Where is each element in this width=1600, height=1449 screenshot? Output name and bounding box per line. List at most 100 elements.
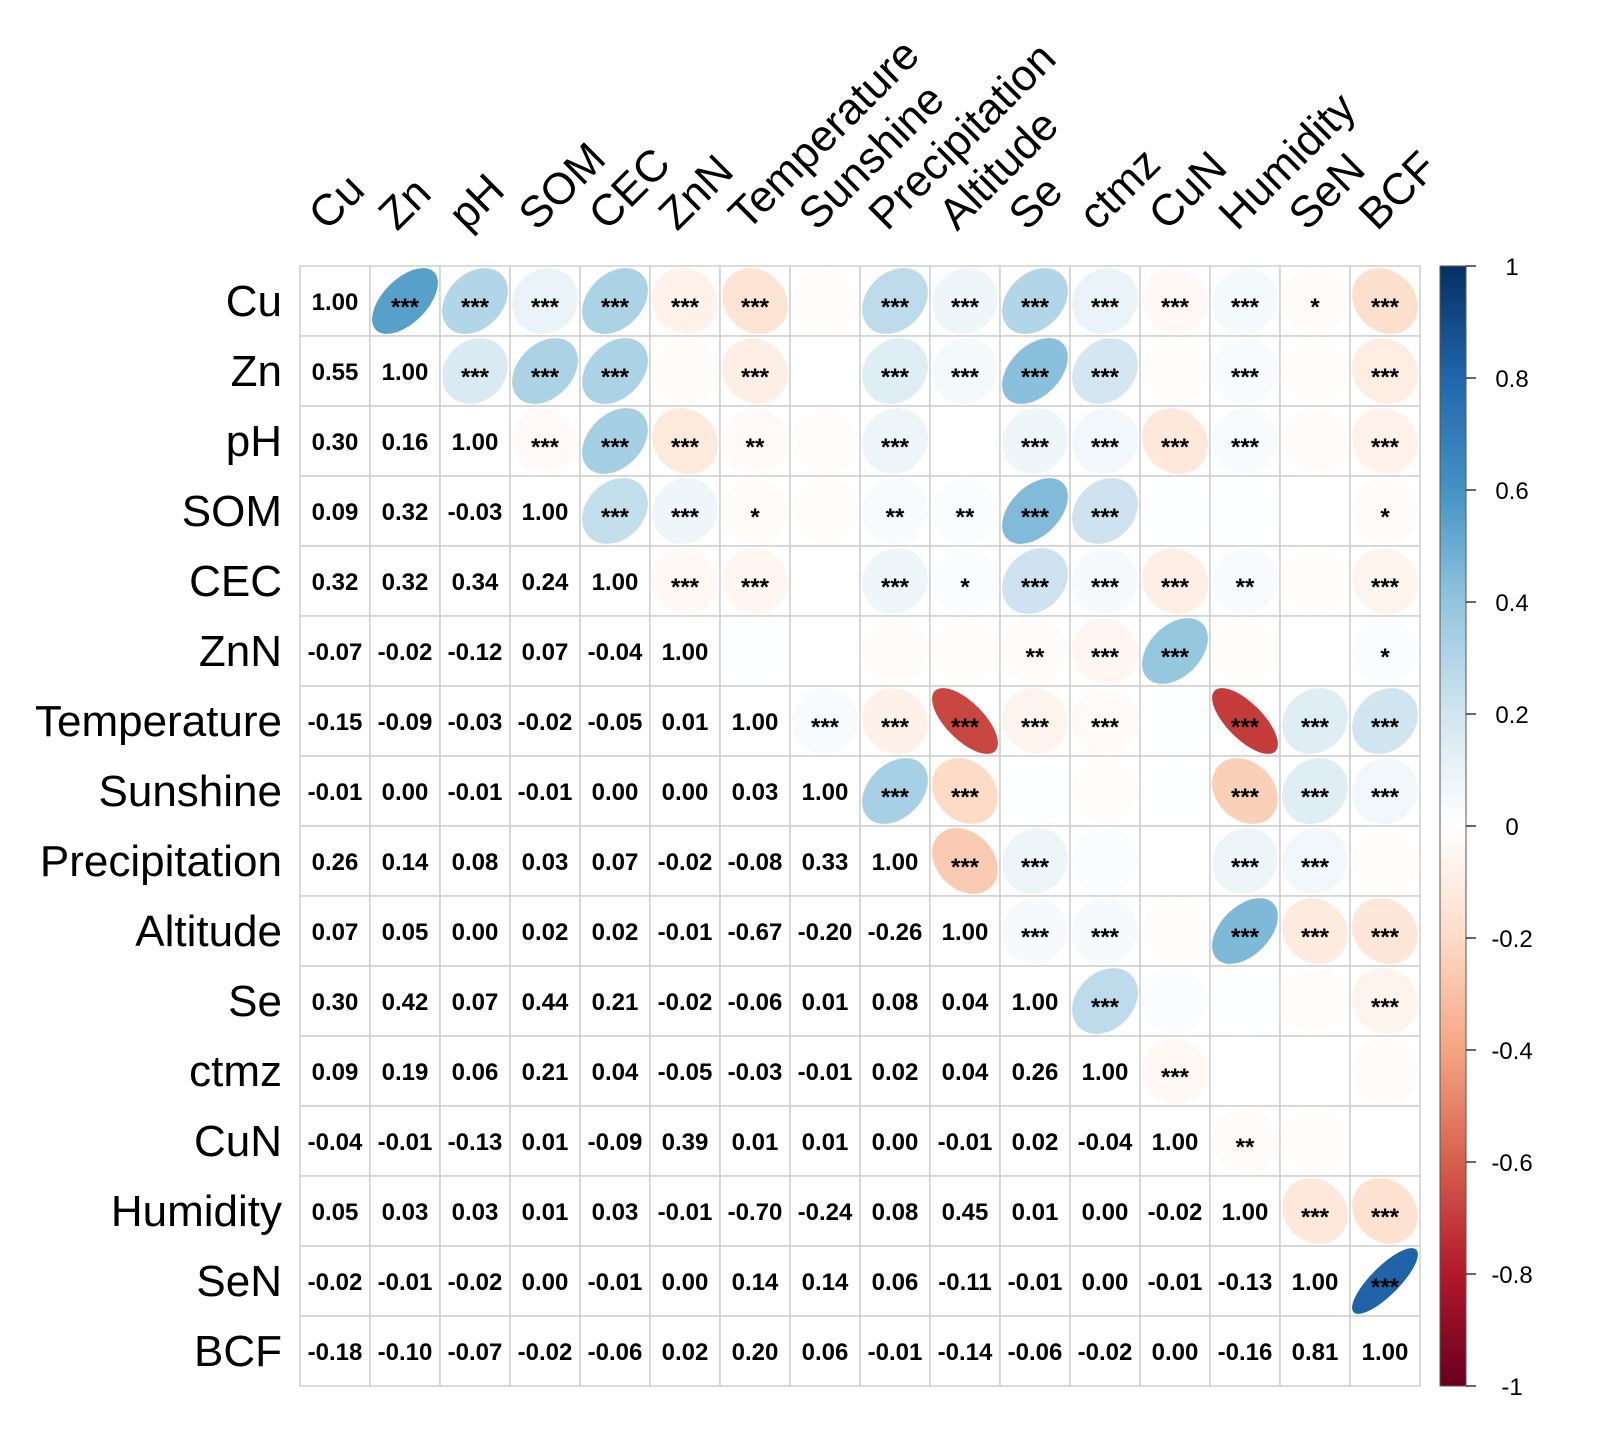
coef-bcf-cu: -0.18 (308, 1339, 363, 1366)
row-label-humidity: Humidity (111, 1187, 282, 1236)
grid-cell-cec-ph (439, 545, 511, 617)
colorbar-tick-label: 0.4 (1495, 590, 1528, 617)
ellipse-sunshine-cun (1142, 758, 1208, 824)
ellipse-sunshine-precipitation (862, 758, 928, 824)
ellipse-cec-ctmz (1072, 548, 1138, 614)
coef-bcf-altitude: -0.14 (938, 1339, 993, 1366)
sig-altitude-bcf: *** (1371, 924, 1400, 951)
coef-humidity-ctmz: 0.00 (1082, 1199, 1129, 1226)
grid-cell-znn-ph (439, 615, 511, 687)
sig-som-bcf: * (1380, 504, 1390, 531)
coef-bcf-sen: 0.81 (1292, 1339, 1339, 1366)
coef-se-temperature: -0.06 (728, 989, 783, 1016)
sig-precipitation-se: *** (1021, 854, 1050, 881)
ellipse-se-ctmz (1072, 968, 1138, 1034)
ellipse-altitude-humidity (1212, 898, 1278, 964)
coef-humidity-znn: -0.01 (658, 1199, 713, 1226)
coef-sen-zn: -0.01 (378, 1269, 433, 1296)
sig-cec-znn: *** (671, 574, 700, 601)
sig-temperature-sen: *** (1301, 714, 1330, 741)
ellipse-som-sen (1282, 478, 1348, 544)
ellipse-zn-cec (582, 338, 648, 404)
grid-cell-ctmz-ctmz (1069, 1035, 1141, 1107)
coef-temperature-som: -0.02 (518, 709, 573, 736)
ellipse-cun-sen (1282, 1108, 1348, 1174)
ellipse-altitude-cun (1142, 898, 1208, 964)
grid-cell-bcf-znn (649, 1315, 721, 1387)
sig-cu-znn: *** (671, 294, 700, 321)
sig-cu-bcf: *** (1371, 294, 1400, 321)
ellipse-znn-sen (1282, 618, 1348, 684)
grid-cell-cec-som (509, 545, 581, 617)
colorbar-tick-label: 1 (1505, 254, 1518, 281)
coef-se-cu: 0.30 (312, 989, 359, 1016)
grid-cell-znn-zn (369, 615, 441, 687)
sig-cu-se: *** (1021, 294, 1050, 321)
ellipse-temperature-altitude (932, 688, 998, 754)
grid-cell-cu-cu (299, 265, 371, 337)
grid-cell-precipitation-ph (439, 825, 511, 897)
coef-se-ph: 0.07 (452, 989, 499, 1016)
sig-sunshine-precipitation: *** (881, 784, 910, 811)
sig-ph-se: *** (1021, 434, 1050, 461)
coef-sunshine-znn: 0.00 (662, 779, 709, 806)
ellipse-cu-temperature (722, 268, 788, 334)
ellipse-cu-sen (1282, 268, 1348, 334)
coef-zn-cu: 0.55 (312, 359, 359, 386)
sig-se-ctmz: *** (1091, 994, 1120, 1021)
grid-cell-temperature-temperature (719, 685, 791, 757)
grid-cell-cun-cu (299, 1105, 371, 1177)
grid-cell-altitude-som (509, 895, 581, 967)
coef-ctmz-altitude: 0.04 (942, 1059, 989, 1086)
grid-cell-temperature-ph (439, 685, 511, 757)
ellipse-ph-se (1002, 408, 1068, 474)
ellipse-precipitation-altitude (932, 828, 998, 894)
coef-se-som: 0.44 (522, 989, 569, 1016)
grid-cell-altitude-sunshine (789, 895, 861, 967)
ellipse-cu-som (512, 268, 578, 334)
coef-precipitation-ph: 0.08 (452, 849, 499, 876)
row-label-ph: pH (226, 417, 282, 466)
ellipse-zn-se (1002, 338, 1068, 404)
coef-cun-cec: -0.09 (588, 1129, 643, 1156)
ellipse-ctmz-cun (1142, 1038, 1208, 1104)
coef-sen-sunshine: 0.14 (802, 1269, 849, 1296)
grid-cell-bcf-zn (369, 1315, 441, 1387)
sig-cu-zn: *** (391, 294, 420, 321)
coef-znn-ph: -0.12 (448, 639, 503, 666)
ellipse-se-sen (1282, 968, 1348, 1034)
coef-som-ph: -0.03 (448, 499, 503, 526)
coef-cec-zn: 0.32 (382, 569, 429, 596)
ellipse-cec-sen (1282, 548, 1348, 614)
grid-cell-sen-ctmz (1069, 1245, 1141, 1317)
ellipse-ctmz-bcf (1352, 1038, 1418, 1104)
coef-bcf-som: -0.02 (518, 1339, 573, 1366)
grid-cell-sen-ph (439, 1245, 511, 1317)
coef-altitude-som: 0.02 (522, 919, 569, 946)
ellipse-cun-bcf (1352, 1108, 1418, 1174)
coef-ctmz-ctmz: 1.00 (1082, 1059, 1129, 1086)
sig-som-se: *** (1021, 504, 1050, 531)
sig-altitude-humidity: *** (1231, 924, 1260, 951)
sig-cun-humidity: ** (1236, 1134, 1255, 1161)
coef-ctmz-som: 0.21 (522, 1059, 569, 1086)
grid-cell-cun-zn (369, 1105, 441, 1177)
sig-cec-altitude: * (960, 574, 970, 601)
grid-cell-sen-altitude (929, 1245, 1001, 1317)
grid-cell-sen-som (509, 1245, 581, 1317)
coef-znn-zn: -0.02 (378, 639, 433, 666)
coef-sunshine-sunshine: 1.00 (802, 779, 849, 806)
ellipse-ph-cun (1142, 408, 1208, 474)
sig-znn-ctmz: *** (1091, 644, 1120, 671)
row-label-cec: CEC (189, 557, 282, 606)
ellipse-cec-altitude (932, 548, 998, 614)
sig-ph-bcf: *** (1371, 434, 1400, 461)
grid-cell-bcf-precipitation (859, 1315, 931, 1387)
colorbar-tick-label: 0.2 (1495, 702, 1528, 729)
ellipse-cu-ph (442, 268, 508, 334)
coef-cun-altitude: -0.01 (938, 1129, 993, 1156)
coef-cec-ph: 0.34 (452, 569, 499, 596)
coef-cec-cu: 0.32 (312, 569, 359, 596)
colorbar-tick-label: 0.8 (1495, 366, 1528, 393)
coef-ctmz-znn: -0.05 (658, 1059, 713, 1086)
